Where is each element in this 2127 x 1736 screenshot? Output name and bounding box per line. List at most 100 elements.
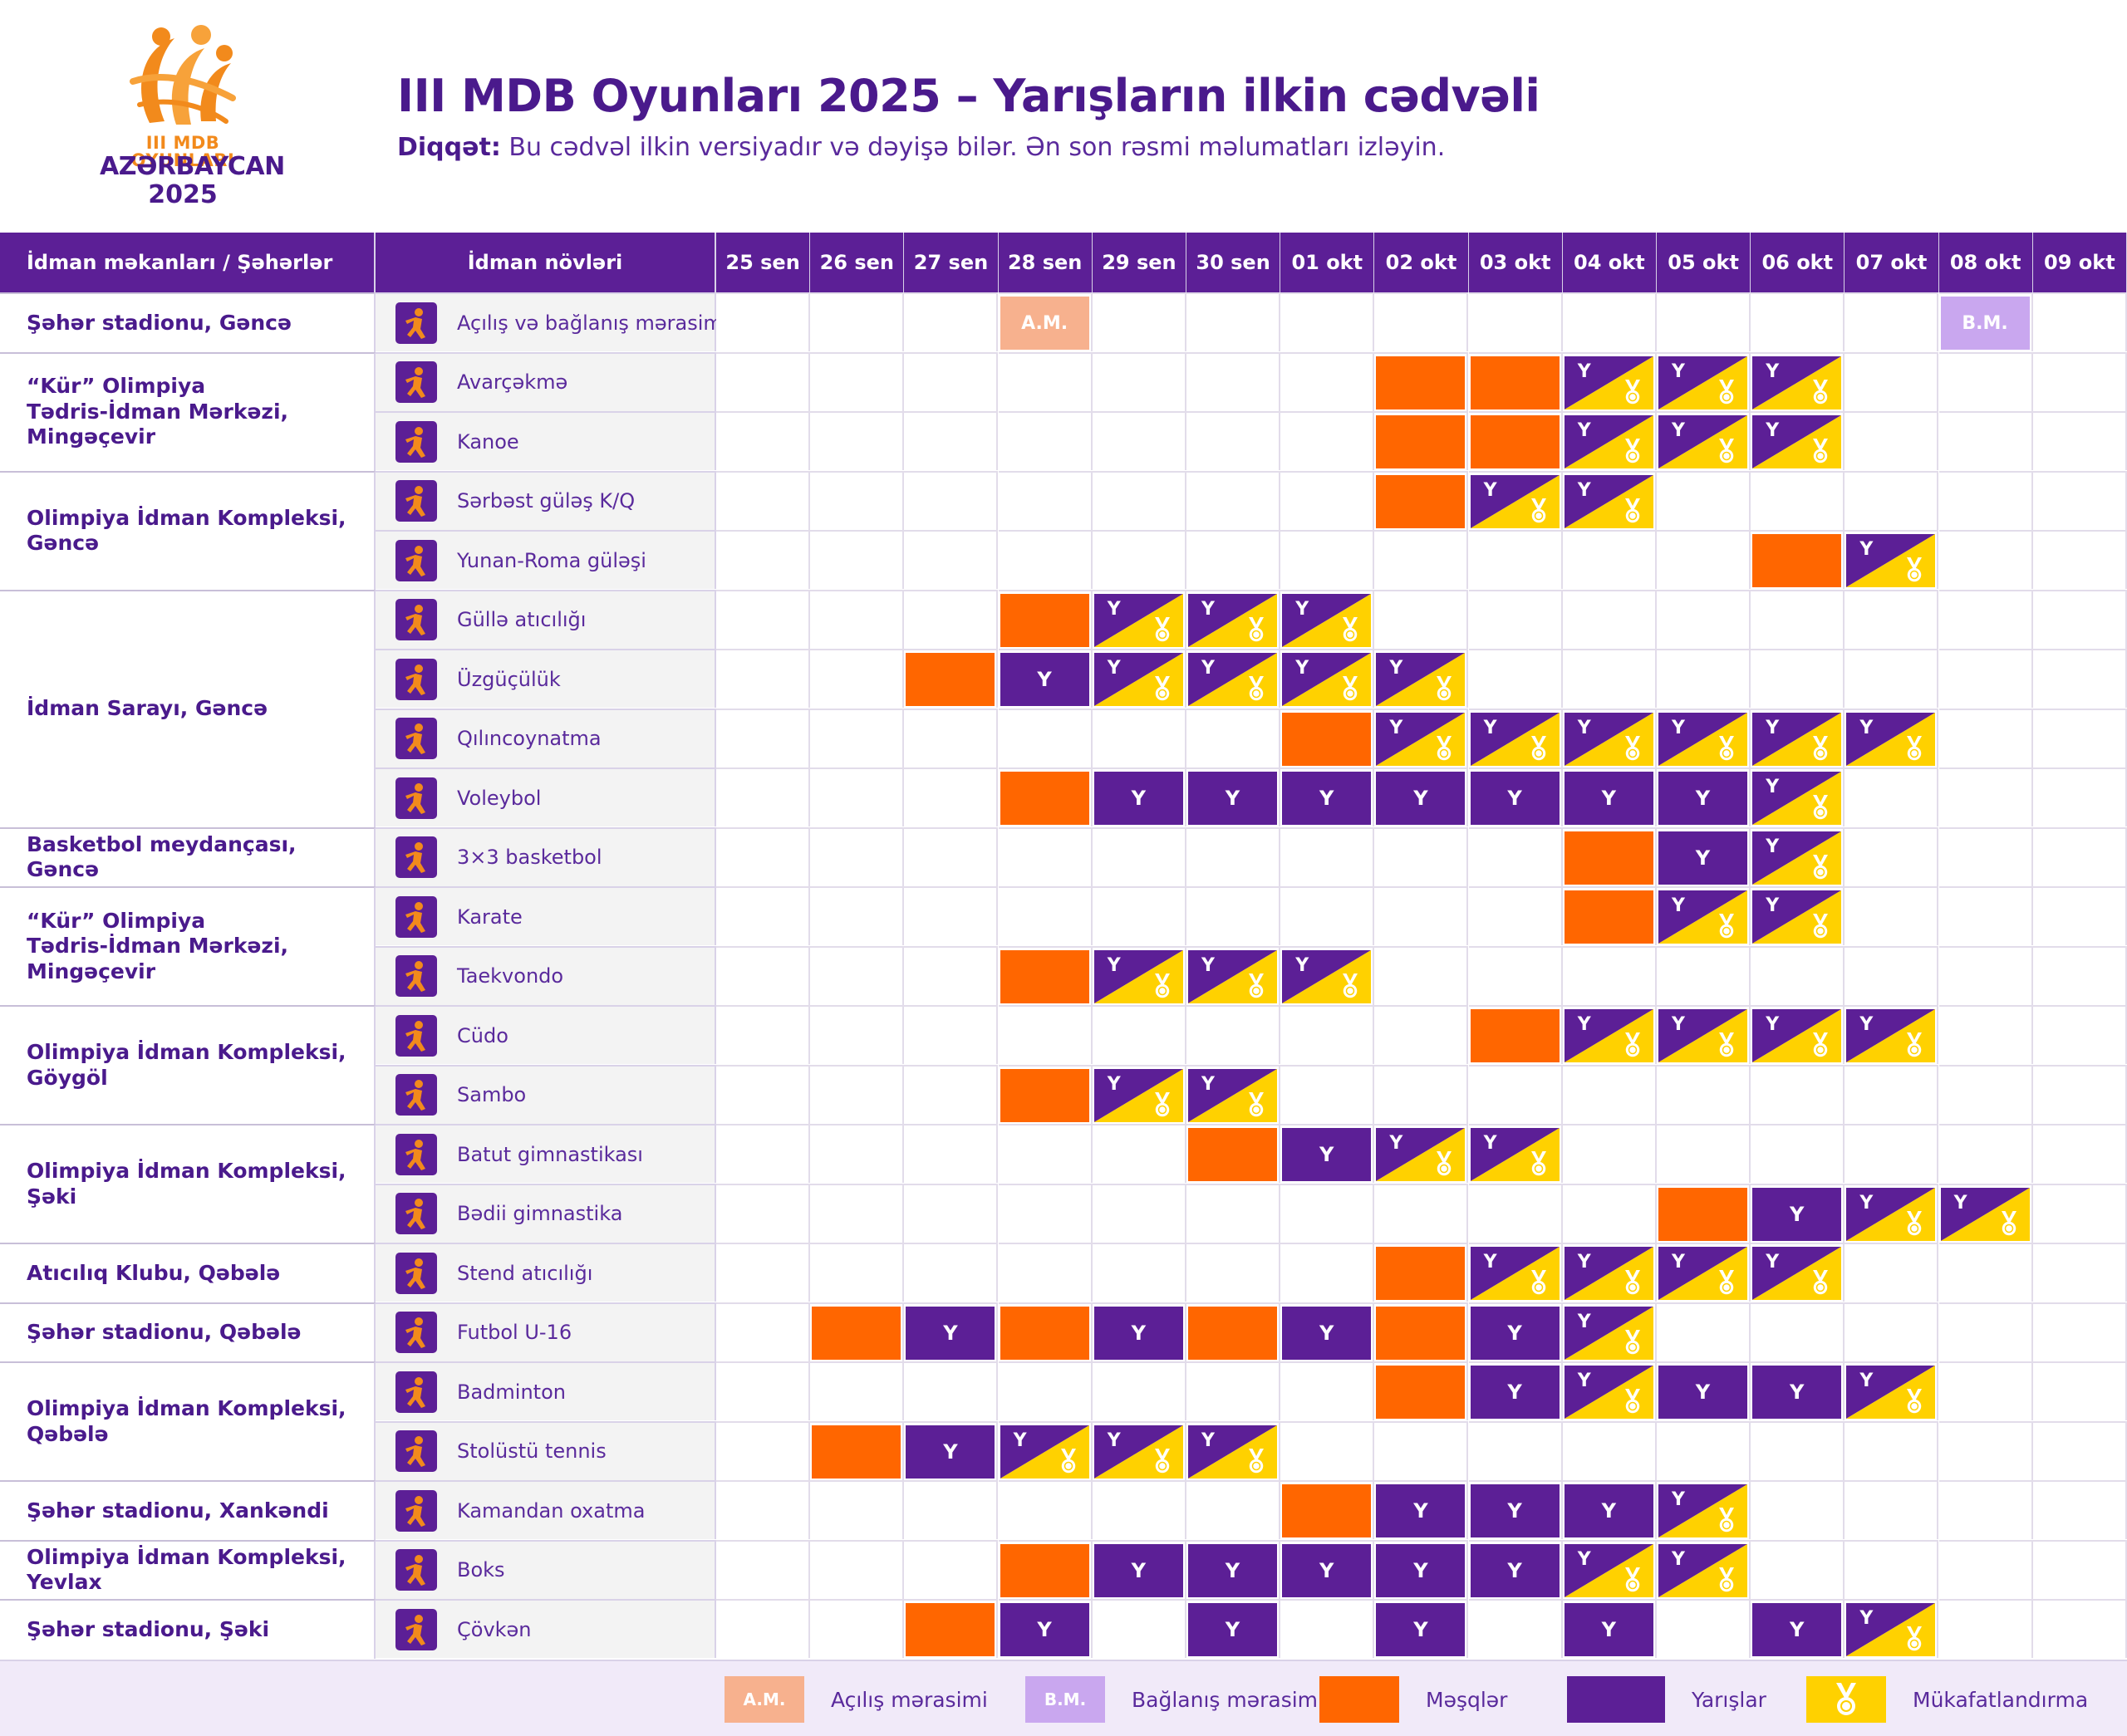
competition-letter: Y [1389,717,1403,738]
competition-letter: Y [1013,1430,1027,1451]
competition-block: Y [1282,1543,1372,1597]
schedule-cell: Y [1657,1005,1751,1064]
schedule-cell [2032,351,2127,411]
medal-icon [1719,439,1734,463]
schedule-cell: Y [1751,1243,1845,1302]
competition-block: Y [1093,772,1183,825]
schedule-cell [998,411,1093,470]
medal-block: Y [1658,712,1747,766]
rowing-icon [405,367,425,398]
schedule-cell [1374,589,1469,649]
medal-block: Y [1658,1009,1747,1062]
medal-block: Y [1846,1366,1936,1419]
medal-icon [1154,676,1170,701]
schedule-cell: Y [1751,767,1845,826]
schedule-cell [1938,1302,2033,1361]
competition-letter: Y [1672,895,1685,916]
legend-medal-swatch [1806,1676,1886,1723]
sport-name: Stolüstü tennis [457,1439,607,1463]
competition-letter: Y [1107,598,1121,620]
schedule-cell [1657,1124,1751,1183]
schedule-cell [1845,1420,1939,1480]
schedule-cell [1186,708,1280,767]
schedule-cell [1280,1183,1375,1243]
sport-cell: Boks [376,1539,716,1599]
schedule-cell [2032,767,2127,826]
schedule-cell [2032,945,2127,1005]
competition-letter: Y [1577,420,1591,441]
competition-letter: Y [1766,777,1780,797]
schedule-cell [1468,826,1563,886]
schedule-cell [998,1480,1093,1539]
medal-block: Y [1188,1068,1277,1122]
sport-icon-badge [395,539,437,581]
medal-icon [1624,439,1640,463]
sport-cell: 3×3 basketbol [376,826,716,886]
training-block [1000,593,1089,647]
schedule-cell [1845,826,1939,886]
sport-icon-badge [395,1252,437,1294]
training-block [1000,772,1089,825]
date-column-header: 08 okt [1938,233,2034,292]
schedule-cell [1280,826,1375,886]
sport-icon-badge [395,599,437,640]
schedule-cell [2032,1539,2127,1599]
schedule-cell: Y [1562,1480,1657,1539]
schedule-cell [998,530,1093,589]
schedule-cell [1751,530,1845,589]
medal-block: Y [1846,1187,1936,1241]
sport-icon-badge [395,420,437,463]
schedule-cell [810,411,905,470]
schedule-cell [1938,1005,2033,1064]
schedule-cell: Y [998,1420,1093,1480]
schedule-cell [810,708,905,767]
schedule-cell [1280,1599,1375,1658]
medal-block: Y [1846,712,1936,766]
competition-block: Y [1093,1306,1183,1360]
competition-letter: Y [1201,954,1215,976]
medal-icon [1624,1567,1640,1591]
schedule-cell [716,1243,810,1302]
training-block [1470,356,1560,409]
competition-letter: Y [1859,1192,1874,1214]
badminton-icon [405,1376,425,1408]
schedule-cell: Y [1374,767,1469,826]
schedule-cell [810,1539,905,1599]
schedule-cell [2032,1302,2127,1361]
sport-icon-badge [395,361,437,403]
schedule-cell [1468,411,1563,470]
legend-opening-label: Açılış mərasimi [831,1687,988,1712]
medal-icon [1907,1389,1923,1414]
schedule-cell [1374,1302,1469,1361]
schedule-cell [2032,1005,2127,1064]
schedule-cell [1657,292,1751,351]
legend-medal: Mükafatlandırma [1806,1676,2088,1723]
sport-icon-badge [395,1193,437,1234]
schedule-cell: Y [1374,1124,1469,1183]
sport-name: 3×3 basketbol [457,846,602,869]
venue-cell: “Kür” Olimpiya Tədris-İdman Mərkəzi, Min… [0,351,376,471]
schedule-cell: Y [1562,1539,1657,1599]
schedule-cell: Y [1657,708,1751,767]
taekwondo-icon [405,961,425,992]
schedule-cell [1657,1599,1751,1658]
schedule-cell [2032,411,2127,470]
schedule-cell [1092,1183,1186,1243]
training-block [1470,415,1560,468]
medal-block: Y [1093,949,1183,1003]
sport-icon-badge [395,718,437,759]
schedule-cell: Y [1468,1124,1563,1183]
sport-cell: Güllə atıcılığı [376,589,716,649]
medal-icon [1813,795,1829,820]
schedule-cell: Y [1562,1005,1657,1064]
medal-icon [1249,1091,1264,1116]
schedule-cell [1186,1005,1280,1064]
schedule-cell [1562,589,1657,649]
date-column-header: 04 okt [1562,233,1658,292]
schedule-cell: Y [1186,649,1280,708]
schedule-cell [1374,411,1469,470]
schedule-cell [1751,1064,1845,1124]
schedule-cell [810,1361,905,1420]
medal-block: Y [1564,1543,1653,1597]
date-column-header: 26 sen [810,233,906,292]
